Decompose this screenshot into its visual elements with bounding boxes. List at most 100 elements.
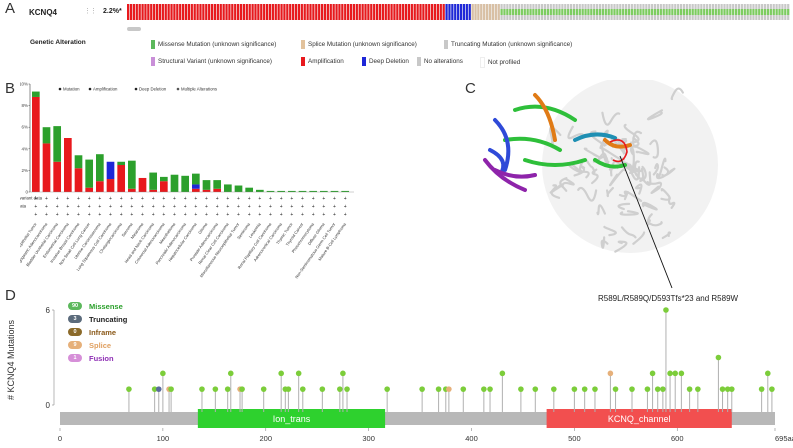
lollipop-head[interactable]: [663, 307, 669, 313]
data-availability-mark: +: [301, 196, 304, 202]
bar-amplification: [53, 161, 62, 192]
oncoprint-sample-amplification: [245, 4, 248, 20]
lollipop-head[interactable]: [571, 386, 578, 392]
lollipop-head[interactable]: [551, 386, 557, 392]
grey-helix: [585, 159, 596, 174]
lollipop-head[interactable]: [644, 386, 651, 392]
lollipop-head[interactable]: [446, 386, 452, 392]
oncoprint-sample-splice: [483, 4, 486, 20]
category-label: Glioma: [197, 221, 209, 235]
lollipop-head[interactable]: [715, 354, 722, 361]
lollipop-head[interactable]: [155, 386, 162, 392]
lollipop-head[interactable]: [278, 370, 284, 377]
grey-helix: [583, 147, 601, 159]
lollipop-head[interactable]: [764, 370, 771, 377]
data-availability-mark: +: [205, 212, 208, 218]
lollipop-head[interactable]: [344, 386, 350, 392]
bar-amplification: [202, 189, 211, 192]
lollipop-head[interactable]: [224, 386, 231, 392]
lollipop-head[interactable]: [337, 386, 343, 392]
structure-annotation: R589L/R589Q/D593Tfs*23 and R589W: [598, 294, 739, 303]
oncoprint-sample-missense: [624, 9, 628, 15]
lollipop-head[interactable]: [160, 370, 166, 377]
lollipop-head[interactable]: [724, 386, 731, 392]
legend-missense: Missense Mutation (unknown significance): [151, 40, 276, 49]
oncoprint-scrollbar[interactable]: [127, 27, 141, 31]
missense-count-label: Missense: [89, 302, 123, 311]
colored-helix: [593, 158, 627, 169]
lollipop-head[interactable]: [532, 386, 539, 392]
lollipop-head[interactable]: [654, 386, 661, 392]
lollipop-head[interactable]: [199, 386, 205, 392]
lollipop-head[interactable]: [592, 386, 598, 392]
oncoprint-sample-missense: [717, 9, 720, 15]
lollipop-head[interactable]: [607, 370, 614, 377]
lollipop-head[interactable]: [168, 386, 174, 392]
oncoprint-sample-amplification: [274, 4, 277, 20]
lollipop-head[interactable]: [460, 386, 467, 392]
lollipop-head[interactable]: [260, 386, 267, 392]
lollipop-head[interactable]: [758, 386, 765, 392]
lollipop-head[interactable]: [581, 386, 588, 392]
lollipop-head[interactable]: [285, 386, 292, 392]
lollipop-head[interactable]: [667, 370, 673, 377]
lollipop-head[interactable]: [678, 370, 685, 377]
lollipop-head[interactable]: [151, 386, 158, 392]
lollipop-head[interactable]: [499, 370, 506, 377]
lollipop-head[interactable]: [672, 370, 679, 377]
oncoprint-sample-missense: [688, 9, 691, 15]
lollipop-head[interactable]: [686, 386, 693, 392]
grey-helix: [632, 130, 643, 148]
legend-structural: Structural Variant (unknown significance…: [151, 57, 272, 66]
x-tick-label: 300: [362, 434, 375, 443]
oncoprint-sample-missense: [720, 9, 723, 15]
lollipop-head[interactable]: [299, 386, 306, 392]
bar-mutation: [117, 161, 126, 165]
lollipop-head[interactable]: [212, 386, 219, 392]
lollipop-head[interactable]: [719, 386, 726, 392]
lollipop-head[interactable]: [660, 386, 666, 392]
lollipop-head[interactable]: [481, 386, 487, 392]
lollipop-head[interactable]: [649, 370, 656, 377]
oncoprint-track[interactable]: [127, 4, 790, 20]
lollipop-head[interactable]: [487, 386, 493, 392]
lollipop-head[interactable]: [419, 386, 425, 392]
oncoprint-sample-missense: [708, 9, 712, 15]
lollipop-head[interactable]: [435, 386, 442, 392]
lollipop-head[interactable]: [126, 386, 132, 392]
oncoprint-sample-amplification: [355, 4, 358, 20]
domain-ion-trans[interactable]: [197, 409, 386, 428]
bar-mutation: [128, 160, 136, 189]
data-availability-mark: +: [184, 204, 187, 210]
oncoprint-sample-missense: [564, 9, 567, 15]
lollipop-head[interactable]: [384, 386, 390, 392]
lollipop-head[interactable]: [319, 386, 326, 392]
lollipop-head[interactable]: [695, 386, 701, 392]
oncoprint-sample-missense: [561, 9, 564, 15]
drag-handle-icon[interactable]: ⋮⋮: [84, 8, 97, 15]
data-availability-mark: +: [248, 212, 251, 218]
oncoprint-sample-splice: [491, 4, 494, 20]
oncoprint-gene-label: KCNQ4: [29, 8, 58, 17]
bar-mutation: [298, 190, 307, 192]
lollipop-head[interactable]: [518, 386, 524, 392]
oncoprint-sample-amplification: [384, 4, 387, 20]
grey-helix: [550, 184, 561, 199]
lollipop-plot: 6 0 Ion_trans KCNQ_channel 0 100 200 300 400 500 6…: [46, 306, 793, 443]
lollipop-head[interactable]: [612, 386, 619, 392]
domain-kcnq-channel[interactable]: [546, 409, 732, 428]
lollipop-head[interactable]: [239, 386, 245, 392]
x-tick-label: 695aa: [775, 434, 793, 443]
lollipop-head[interactable]: [295, 370, 302, 377]
oncoprint-sample-missense: [679, 9, 683, 15]
data-availability-mark: +: [205, 196, 208, 202]
oncoprint-sample-amplification: [158, 4, 162, 20]
lollipop-head[interactable]: [769, 386, 775, 392]
lollipop-head[interactable]: [629, 386, 635, 392]
lollipop-head[interactable]: [340, 370, 346, 377]
bar-mutation: [288, 190, 296, 192]
bar-mutation: [74, 155, 83, 169]
grey-helix: [635, 145, 650, 156]
lollipop-head[interactable]: [227, 370, 234, 377]
lollipop-head[interactable]: [728, 386, 735, 392]
